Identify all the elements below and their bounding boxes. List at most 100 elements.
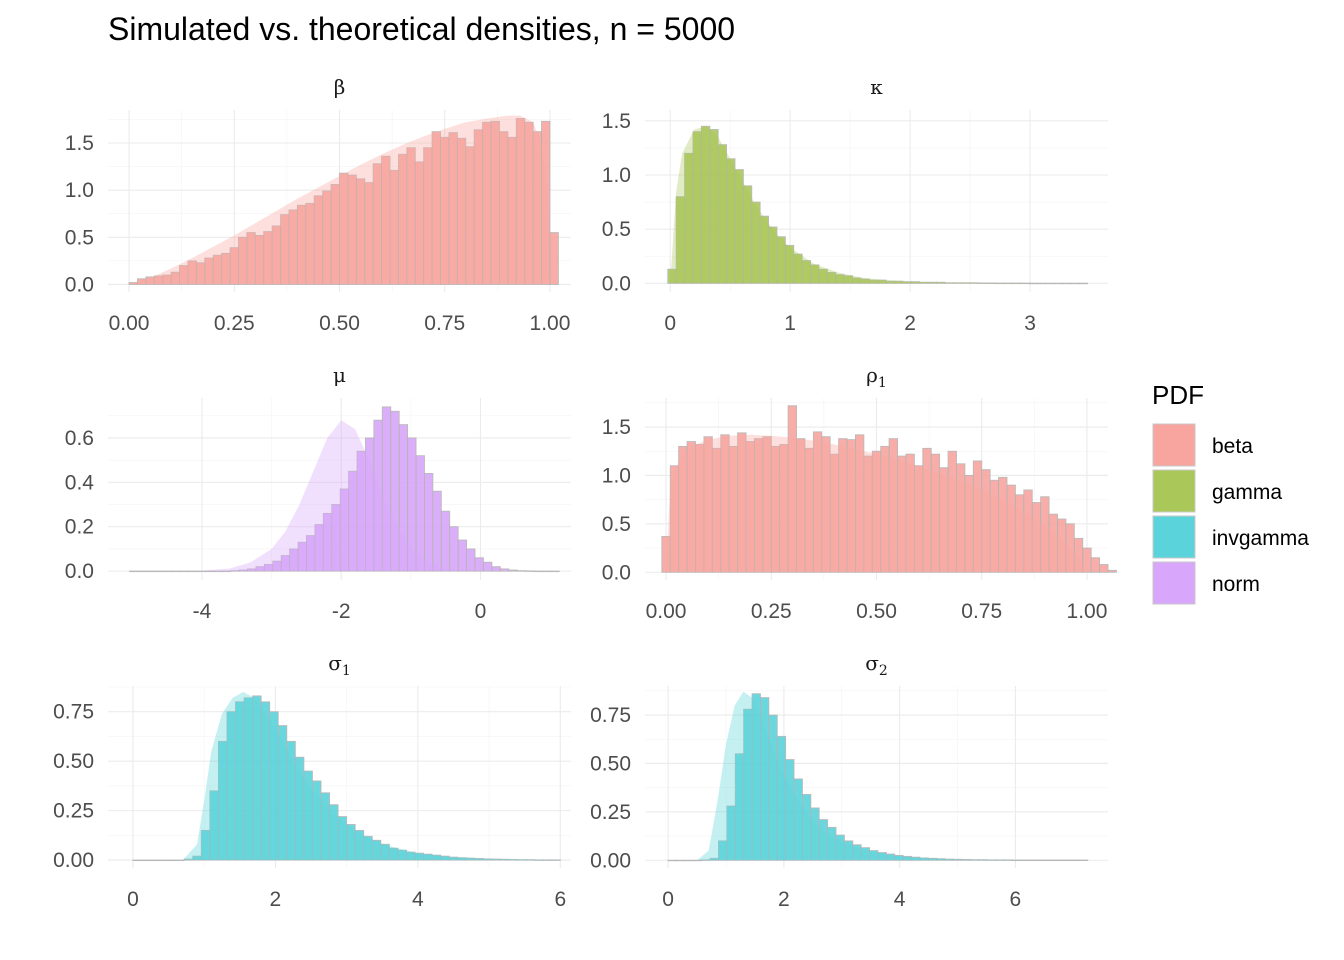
density-area: [201, 420, 481, 572]
y-tick-label: 0.75: [53, 701, 94, 724]
histogram-bar: [154, 570, 164, 573]
histogram-bar: [550, 570, 560, 573]
histogram-bar: [692, 859, 703, 862]
legend-items: beta gamma invgamma norm: [1152, 423, 1309, 605]
x-tick-label: 1: [784, 312, 796, 335]
y-tick-label: 1.0: [65, 179, 94, 202]
y-tick-label: 0.75: [590, 704, 631, 727]
histogram-bar: [141, 859, 151, 862]
y-tick-label: 0.5: [602, 513, 631, 536]
histogram-bar: [1078, 859, 1089, 862]
x-tick-label: 0.75: [424, 312, 465, 335]
facet-title: ρ1: [866, 363, 887, 391]
y-tick-label: 0.25: [590, 801, 631, 824]
histogram-bar: [132, 859, 142, 862]
legend-label: gamma: [1212, 481, 1282, 504]
histogram-bar: [1036, 859, 1047, 862]
y-tick-label: 0.00: [590, 849, 631, 872]
facet-panel-gamma-1: 0 1 2 3 0.0 0.5 1.0 1.5 κ: [602, 75, 1108, 335]
x-tick-label: 0.00: [109, 312, 150, 335]
histogram-bar: [541, 570, 552, 573]
y-tick-label: 1.5: [602, 416, 631, 439]
histogram-bar: [129, 570, 139, 573]
facet-panel-invgamma-4: 0 2 4 6 0.00 0.25 0.50 0.75 σ1: [53, 651, 571, 911]
x-tick-label: 0: [475, 600, 487, 623]
histogram-bar: [551, 859, 561, 861]
histogram-bar: [221, 570, 232, 573]
histogram-bar: [137, 570, 147, 573]
histogram-bar: [204, 570, 215, 573]
facet-panel-beta-0: 0.00 0.25 0.50 0.75 1.00 0.0 0.5 1.0 1.5 β: [65, 75, 571, 335]
legend-item-norm: norm: [1152, 561, 1260, 605]
facet-title: μ: [333, 363, 346, 387]
x-tick-label: 1.00: [530, 312, 571, 335]
legend-key: [1152, 561, 1196, 605]
histogram-bar: [171, 570, 181, 573]
y-tick-label: 0.5: [65, 226, 94, 249]
histogram-bar: [166, 859, 177, 862]
histogram-bar: [549, 232, 559, 285]
x-tick-label: 0.25: [751, 600, 792, 623]
histogram-bar: [213, 570, 223, 573]
histogram-bar: [533, 570, 543, 573]
histogram-bar: [667, 859, 677, 862]
histogram-bar: [499, 568, 510, 572]
y-tick-label: 0.25: [53, 800, 94, 823]
legend-label: norm: [1212, 573, 1260, 596]
x-tick-label: 4: [894, 888, 906, 911]
y-tick-label: 0.0: [602, 272, 631, 295]
histogram-bar: [179, 570, 190, 573]
histogram-bar: [457, 539, 468, 572]
histogram-bar: [188, 570, 198, 573]
histogram-bar: [145, 570, 156, 573]
facet-title: σ2: [865, 651, 888, 679]
chart-title: Simulated vs. theoretical densities, n =…: [108, 11, 735, 47]
histogram-bar: [158, 859, 168, 862]
y-tick-label: 0.50: [53, 750, 94, 773]
legend-key: [1152, 515, 1196, 559]
y-tick-label: 0.50: [590, 752, 631, 775]
facet-title: σ1: [328, 651, 351, 679]
histogram-bar: [491, 566, 501, 572]
facet-title: κ: [870, 75, 883, 99]
facet-panel-invgamma-5: 0 2 4 6 0.00 0.25 0.50 0.75 σ2: [590, 651, 1108, 911]
histogram-bar: [1053, 859, 1064, 862]
y-tick-label: 0.6: [65, 427, 94, 450]
density-area: [697, 691, 1074, 861]
histogram-bar: [1078, 282, 1089, 285]
histogram-bar: [1090, 557, 1101, 573]
x-tick-label: -2: [332, 600, 351, 623]
x-tick-label: 0: [664, 312, 676, 335]
x-tick-label: 0: [662, 888, 674, 911]
legend-item-gamma: gamma: [1152, 469, 1282, 513]
x-tick-label: 0.00: [646, 600, 687, 623]
histogram-bar: [449, 526, 459, 572]
density-area: [670, 126, 1085, 284]
x-tick-label: 0: [127, 888, 139, 911]
legend-key: [1152, 423, 1196, 467]
y-tick-label: 1.5: [602, 110, 631, 133]
y-tick-label: 1.5: [65, 132, 94, 155]
legend-title: PDF: [1152, 380, 1204, 410]
x-tick-label: 1.00: [1067, 600, 1108, 623]
x-tick-label: 0.75: [961, 600, 1002, 623]
facet-panels: 0.00 0.25 0.50 0.75 1.000.00.51.01.5β0 1 2 30.0…: [53, 75, 1117, 911]
legend-label: beta: [1212, 435, 1253, 458]
y-tick-label: 0.00: [53, 849, 94, 872]
histogram-bar: [466, 548, 476, 572]
x-tick-label: -4: [193, 600, 212, 623]
histogram-bar: [684, 859, 694, 862]
legend: PDF beta gamma invgamma norm: [1152, 380, 1309, 605]
x-tick-label: 0.50: [319, 312, 360, 335]
facet-panel-norm-2: -4 -2 0 0.0 0.2 0.4 0.6 μ: [65, 363, 571, 623]
facet-title: β: [334, 75, 346, 99]
histogram-bar: [440, 510, 451, 572]
histogram-bar: [1070, 859, 1080, 862]
histogram-bar: [676, 859, 686, 862]
facet-panel-beta-3: 0.00 0.25 0.50 0.75 1.00 0.0 0.5 1.0 1.5 ρ1: [602, 363, 1117, 623]
y-tick-label: 1.0: [602, 164, 631, 187]
histogram-bar: [516, 570, 526, 572]
legend-item-invgamma: invgamma: [1152, 515, 1309, 559]
histogram-bar: [1045, 859, 1055, 862]
